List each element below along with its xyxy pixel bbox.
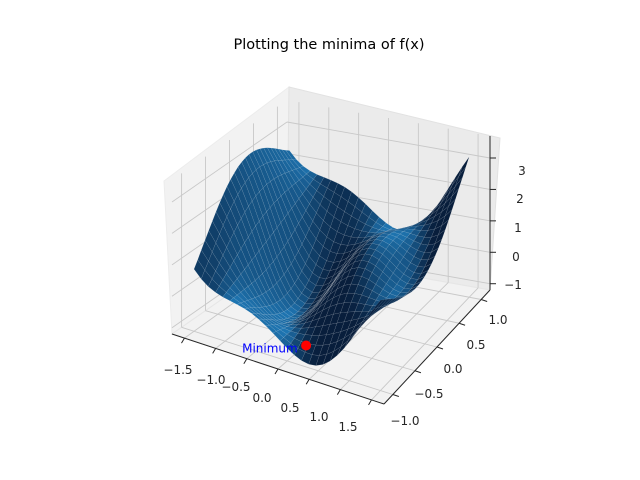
surface-facet (407, 285, 419, 294)
y-axis: −1.0 −0.5 0.0 0.5 1.0 (390, 313, 507, 428)
z-tick-label: 1 (514, 221, 522, 235)
y-tick (436, 346, 444, 350)
x-tick-label: 1.5 (338, 420, 357, 434)
z-tick-label: 0 (512, 250, 520, 264)
z-axis: −1 0 1 2 3 (504, 164, 526, 292)
surface-facet (441, 208, 453, 227)
y-tick (458, 322, 466, 326)
surface-facet (444, 198, 456, 217)
y-tick (392, 394, 399, 397)
grid-line (286, 121, 491, 159)
y-tick (414, 370, 422, 374)
surface-plot (193, 147, 470, 366)
surface-facet (383, 298, 395, 307)
surface-facet (424, 255, 436, 268)
x-axis: −1.5 −1.0 −0.5 0.0 0.5 1.0 1.5 (163, 363, 357, 434)
x-tick-label: 0.0 (252, 391, 271, 405)
surface-facet (372, 299, 385, 310)
x-tick-label: 0.5 (280, 401, 299, 415)
x-tick (274, 368, 279, 375)
y-tick-label: 0.5 (466, 338, 485, 352)
grid-line (171, 121, 288, 203)
x-tick (181, 337, 185, 344)
x-tick-label: −0.5 (221, 380, 250, 394)
x-tick-label: −1.0 (196, 373, 225, 387)
y-tick-label: 0.0 (443, 362, 462, 376)
z-tick-label: 3 (518, 164, 526, 178)
minimum-marker (301, 340, 312, 351)
y-tick (481, 299, 488, 302)
y-tick-label: 1.0 (488, 313, 507, 327)
surface-facet (403, 289, 415, 297)
z-tick-label: −1 (504, 278, 522, 292)
z-tick-label: 2 (516, 192, 524, 206)
chart-title: Plotting the minima of f(x) (233, 37, 424, 53)
x-tick (305, 379, 310, 385)
x-tick-label: 1.0 (309, 410, 328, 424)
surface-facet (437, 219, 450, 236)
y-tick-label: −1.0 (390, 414, 419, 428)
y-tick-label: −0.5 (414, 387, 443, 401)
surface-facet (393, 295, 405, 303)
x-tick-label: −1.5 (163, 363, 192, 377)
surface-facet (386, 297, 399, 306)
axis-lines (171, 136, 496, 406)
x-tick (336, 389, 341, 395)
surface-facet (455, 166, 466, 187)
x-tick (212, 348, 217, 354)
surface-facet (458, 156, 470, 177)
x-tick (243, 358, 248, 364)
x-tick (368, 399, 372, 406)
grid-line (181, 326, 393, 395)
surface-facet (434, 229, 446, 245)
minimum-label: Minimum (242, 342, 298, 356)
